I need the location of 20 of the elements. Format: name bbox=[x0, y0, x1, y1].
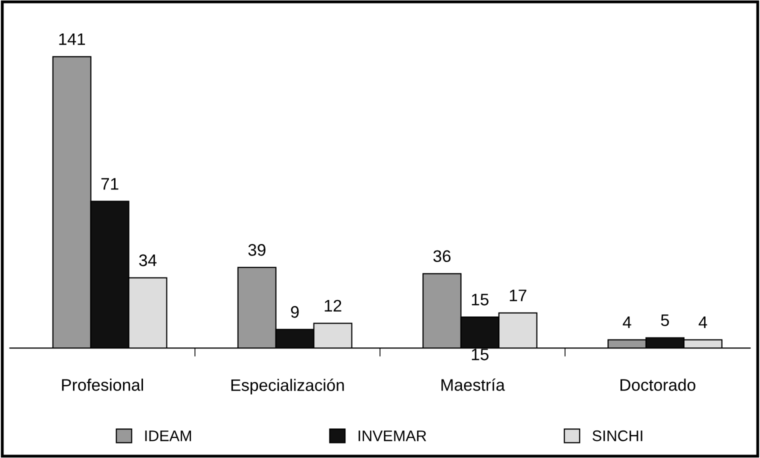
data-label: 9 bbox=[291, 306, 299, 318]
x-tick-label: Maestría bbox=[441, 378, 505, 391]
data-label: 39 bbox=[248, 244, 266, 256]
data-label: 4 bbox=[698, 316, 708, 328]
data-label: 4 bbox=[622, 316, 632, 328]
x-tick-label: Doctorado bbox=[620, 378, 696, 391]
data-label: 15 bbox=[472, 348, 489, 360]
data-label: 5 bbox=[661, 314, 669, 326]
legend-label: IDEAM bbox=[145, 430, 191, 442]
x-tick-label: Especialización bbox=[231, 378, 344, 394]
data-label: 12 bbox=[324, 300, 342, 312]
data-label: 141 bbox=[59, 33, 85, 45]
legend-label: INVEMAR bbox=[358, 430, 426, 442]
data-label: 71 bbox=[101, 178, 118, 190]
data-label: 17 bbox=[510, 290, 526, 302]
legend-label: SINCHI bbox=[592, 430, 642, 442]
data-label: 34 bbox=[139, 254, 157, 266]
data-label: 36 bbox=[433, 250, 451, 262]
annotation: 15 bbox=[472, 294, 489, 306]
x-tick-label: Profesional bbox=[62, 378, 143, 391]
